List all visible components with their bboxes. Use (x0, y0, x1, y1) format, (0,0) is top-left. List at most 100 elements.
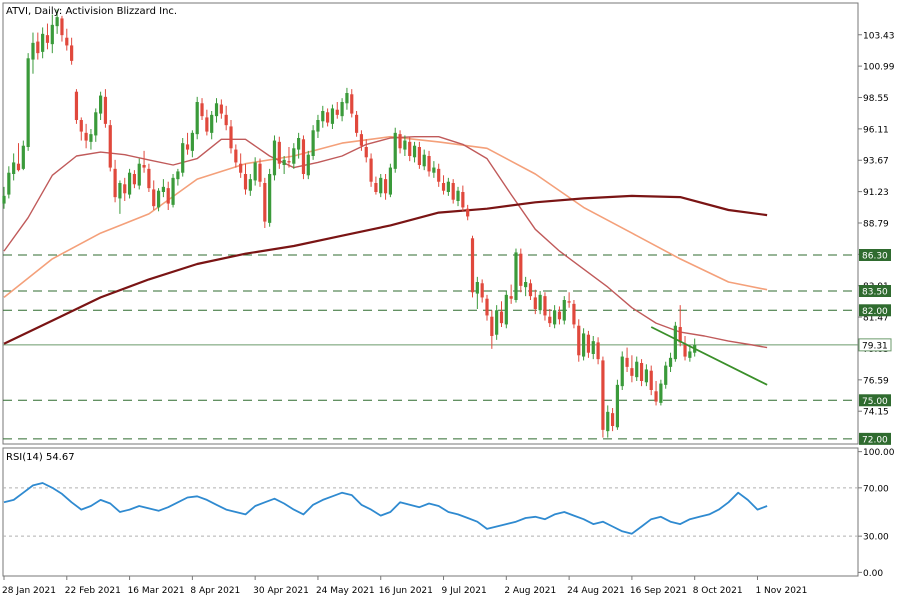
candle-body (99, 95, 103, 114)
candle-body (427, 156, 431, 172)
candle-body (181, 143, 185, 173)
trendline (650, 326, 768, 386)
candle-body (403, 140, 407, 150)
candle-body (470, 238, 475, 293)
candle-body (26, 58, 30, 147)
candle-body (596, 342, 600, 360)
candle-body (94, 112, 98, 136)
candle-body (432, 167, 436, 173)
candle-body (200, 103, 204, 117)
level-tag-label: 86.30 (862, 252, 888, 262)
candle-body (519, 253, 523, 286)
candle-body (586, 334, 591, 353)
candle-body (292, 148, 296, 164)
candle-body (113, 168, 117, 198)
candle-body (132, 174, 137, 185)
candle-body (446, 181, 450, 192)
time-tick-label: 24 May 2021 (316, 586, 375, 596)
candle-body (364, 147, 368, 158)
candle-body (649, 370, 653, 390)
candle-body (451, 183, 455, 200)
candle-body (475, 282, 479, 294)
candle-body (55, 17, 59, 27)
candle-body (205, 117, 209, 132)
candle-body (606, 411, 610, 432)
candle-body (137, 163, 141, 186)
rsi-line (3, 482, 768, 535)
rsi-tick-label: 0.00 (863, 569, 883, 579)
candle-body (74, 91, 79, 120)
candle-body (673, 325, 677, 360)
candle-body (277, 141, 281, 164)
rsi-title: RSI(14) 54.67 (6, 452, 75, 463)
candle-body (326, 112, 330, 123)
price-tick-label: 96.11 (863, 125, 889, 135)
candle-body (456, 190, 460, 201)
candle-body (50, 24, 54, 45)
candle-body (610, 413, 615, 426)
price-tick-label: 88.79 (863, 219, 889, 229)
candle-body (166, 188, 170, 204)
candle-body (441, 183, 446, 191)
candle-body (272, 140, 277, 176)
time-tick-label: 8 Oct 2021 (693, 586, 743, 596)
candle-body (176, 171, 180, 180)
time-tick-label: 16 Mar 2021 (128, 586, 185, 596)
candle-body (31, 42, 35, 60)
candle-body (7, 172, 11, 195)
candle-body (335, 109, 339, 115)
candle-body (499, 311, 504, 324)
candle-body (287, 161, 291, 163)
candle-body (147, 168, 151, 189)
price-tags: 86.30 83.50 82.00 75.00 72.00 79.31 (858, 249, 892, 445)
candle-body (582, 333, 586, 357)
candle-body (258, 163, 262, 182)
candle-body (330, 108, 335, 124)
candle-body (383, 179, 388, 194)
candle-body (543, 296, 547, 316)
candle-body (103, 96, 108, 124)
candle-body (214, 103, 219, 117)
candle-body (12, 162, 16, 174)
candle-body (195, 102, 199, 135)
candle-body (16, 163, 21, 171)
candle-body (219, 104, 223, 114)
candle-body (485, 298, 489, 316)
candle-body (533, 297, 537, 309)
candle-body (620, 356, 624, 387)
candle-body (345, 93, 349, 104)
candle-body (118, 183, 122, 199)
candle-body (253, 162, 257, 181)
candle-body (601, 360, 605, 430)
ma-long-line (3, 194, 768, 345)
time-tick-label: 9 Jul 2021 (442, 586, 487, 596)
time-tick-label: 30 Apr 2021 (253, 586, 309, 596)
candle-body (45, 35, 50, 43)
price-tick-label: 91.23 (863, 188, 889, 198)
candle-body (2, 195, 6, 204)
price-tick-label: 76.59 (863, 376, 889, 386)
candle-body (70, 45, 74, 61)
candle-body (514, 252, 518, 300)
candle-body (644, 369, 648, 383)
time-tick-label: 24 Aug 2021 (567, 586, 625, 596)
candle-body (306, 154, 310, 176)
time-tick-label: 1 Nov 2021 (755, 586, 807, 596)
candle-body (123, 184, 127, 194)
level-tag (859, 394, 891, 407)
candle-body (263, 183, 267, 222)
candle-body (466, 208, 470, 217)
candle-body (152, 189, 156, 207)
candle-body (234, 149, 238, 163)
candle-body (659, 383, 663, 403)
candle-body (388, 167, 392, 195)
rsi-panel-frame (2, 447, 859, 577)
level-tag (859, 304, 891, 317)
candle-body (156, 190, 161, 208)
candle-body (161, 186, 165, 192)
current-price-tag (858, 338, 892, 352)
candle-body (393, 132, 397, 169)
candle-body (398, 134, 402, 149)
